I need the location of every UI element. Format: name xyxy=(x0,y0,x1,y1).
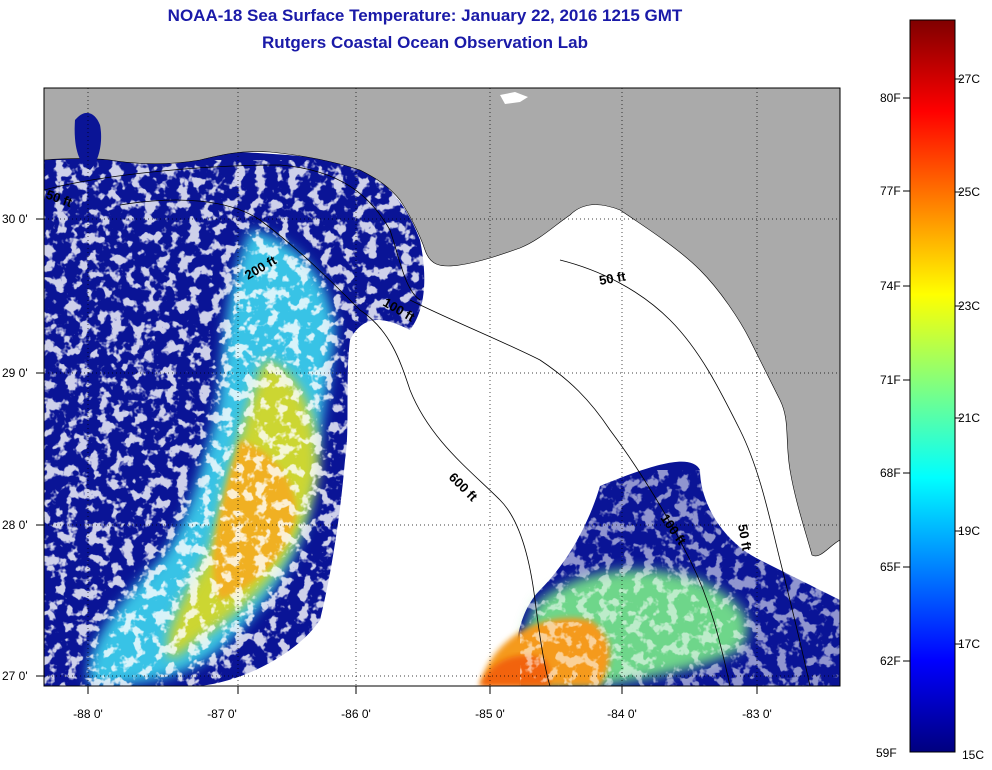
lon-label: -83 0' xyxy=(742,707,772,721)
cloud-gaps-se xyxy=(520,470,840,686)
colorbar-f-label: 74F xyxy=(880,279,901,293)
colorbar-f-label: 80F xyxy=(880,91,901,105)
map-title: NOAA-18 Sea Surface Temperature: January… xyxy=(167,6,683,25)
lat-label: 30 0' xyxy=(2,212,28,226)
cloud-gaps xyxy=(44,160,444,686)
barrier-island xyxy=(500,92,528,104)
colorbar-f-label: 68F xyxy=(880,466,901,480)
lat-label: 27 0' xyxy=(2,669,28,683)
colorbar-c-label: 19C xyxy=(958,524,981,538)
lon-label: -86 0' xyxy=(341,707,371,721)
colorbar-c-label: 21C xyxy=(958,411,981,425)
colorbar-f-label: 62F xyxy=(880,654,901,668)
lon-label: -84 0' xyxy=(607,707,637,721)
colorbar-c-label: 15C xyxy=(962,748,985,762)
colorbar-f-label: 71F xyxy=(880,373,901,387)
colorbar-c-label: 17C xyxy=(958,637,981,651)
map-subtitle: Rutgers Coastal Ocean Observation Lab xyxy=(262,33,588,52)
axis-ticks xyxy=(36,218,758,694)
colorbar-c-label: 27C xyxy=(958,72,981,86)
mobile-bay xyxy=(74,112,102,170)
lat-label: 28 0' xyxy=(2,518,28,532)
colorbar-f-label: 59F xyxy=(876,746,897,760)
land-mass xyxy=(44,88,840,557)
graticule xyxy=(44,88,840,686)
colorbar-c-label: 25C xyxy=(958,185,981,199)
contour-label: 50 ft xyxy=(598,268,628,288)
colorbar-c-label: 23C xyxy=(958,299,981,313)
colorbar-f-label: 77F xyxy=(880,184,901,198)
colorbar xyxy=(909,19,956,753)
colorbar-f-label: 65F xyxy=(880,560,901,574)
depth-contours xyxy=(44,164,811,686)
lon-label: -87 0' xyxy=(207,707,237,721)
lon-label: -88 0' xyxy=(73,707,103,721)
map-frame xyxy=(43,87,841,687)
colorbar-ticks xyxy=(903,78,962,662)
contour-label: 50 ft xyxy=(735,523,755,553)
lon-label: -85 0' xyxy=(475,707,505,721)
lat-label: 29 0' xyxy=(2,366,28,380)
